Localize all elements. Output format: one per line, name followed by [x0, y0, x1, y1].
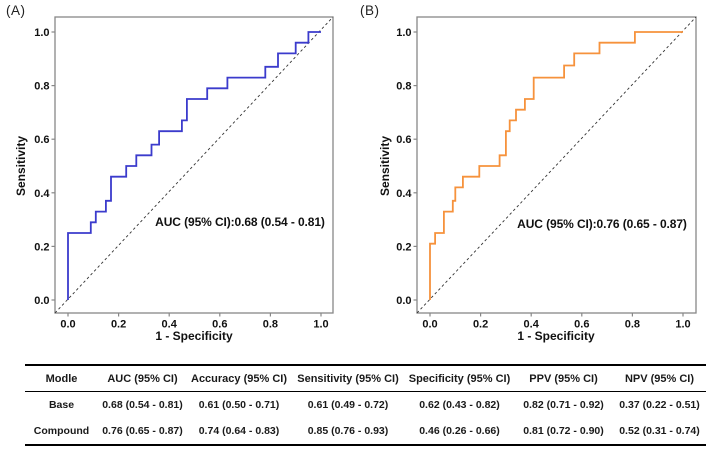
- x-tick-label: 0.2: [111, 319, 126, 331]
- x-tick-label: 1.0: [313, 319, 328, 331]
- header-ppv: PPV (95% CI): [529, 372, 598, 385]
- x-tick-label: 0.8: [263, 319, 278, 331]
- x-tick-label: 0.6: [212, 319, 227, 331]
- cell-sensitivity: 0.85 (0.76 - 0.93): [307, 425, 389, 437]
- cell-specificity: 0.46 (0.26 - 0.66): [419, 425, 500, 437]
- panel-b-label: (B): [360, 3, 380, 18]
- cell-model: Base: [48, 399, 75, 411]
- y-tick-label: 0.6: [396, 134, 411, 146]
- chance-diagonal: [416, 16, 697, 314]
- cell-auc: 0.68 (0.54 - 0.81): [102, 399, 183, 411]
- cell-specificity: 0.62 (0.43 - 0.82): [419, 399, 500, 411]
- x-tick-label: 0.0: [422, 319, 437, 331]
- y-tick-label: 0.0: [34, 295, 49, 307]
- panel-a-x-axis-title: 1 - Specificity: [155, 329, 233, 343]
- cell-sensitivity: 0.61 (0.49 - 0.72): [307, 399, 389, 411]
- table-row-compound: Compound 0.76 (0.65 - 0.87) 0.74 (0.64 -…: [25, 418, 706, 444]
- x-tick-label: 0.0: [60, 319, 75, 331]
- cell-npv: 0.37 (0.22 - 0.51): [619, 399, 700, 411]
- panel-a-y-axis-title: Sensitivity: [14, 135, 28, 197]
- x-tick-label: 0.6: [574, 319, 589, 331]
- header-accuracy: Accuracy (95% CI): [191, 372, 287, 385]
- y-tick-label: 1.0: [396, 27, 411, 39]
- panel-b-auc-annotation: AUC (95% CI):0.76 (0.65 - 0.87): [517, 217, 687, 231]
- cell-accuracy: 0.74 (0.64 - 0.83): [198, 425, 280, 437]
- x-tick-label: 0.4: [524, 319, 540, 331]
- x-tick-label: 0.4: [162, 319, 178, 331]
- header-specificity: Specificity (95% CI): [408, 372, 511, 385]
- y-tick-label: 0.6: [34, 134, 49, 146]
- cell-auc: 0.76 (0.65 - 0.87): [102, 425, 183, 437]
- chance-diagonal: [54, 16, 334, 314]
- cell-ppv: 0.82 (0.71 - 0.92): [523, 399, 604, 411]
- cell-accuracy: 0.61 (0.50 - 0.71): [198, 399, 280, 411]
- y-tick-label: 0.4: [396, 188, 412, 200]
- header-auc: AUC (95% CI): [107, 372, 178, 385]
- plot-box: [54, 16, 334, 314]
- panel-b-x-axis-title: 1 - Specificity: [517, 329, 595, 343]
- panel-a-auc-annotation: AUC (95% CI):0.68 (0.54 - 0.81): [155, 215, 325, 229]
- y-tick-label: 1.0: [34, 27, 49, 39]
- header-npv: NPV (95% CI): [624, 372, 695, 385]
- roc-curve: [67, 31, 321, 300]
- roc-curve: [429, 31, 683, 300]
- y-tick-label: 0.0: [396, 295, 411, 307]
- panel-b-y-axis-title: Sensitivity: [378, 135, 392, 197]
- x-tick-label: 0.8: [625, 319, 640, 331]
- roc-charts-canvas: 0.0 0.2 0.4 0.6 0.8 1.0 0.0 0.2 0.4 0.6 0.8 1.0 0.0 0…: [34, 16, 697, 331]
- y-tick-label: 0.4: [34, 188, 50, 200]
- table-row-base: Base 0.68 (0.54 - 0.81) 0.61 (0.50 - 0.7…: [25, 392, 706, 418]
- cell-model: Compound: [33, 425, 90, 437]
- panel-a-label: (A): [6, 3, 26, 18]
- y-tick-label: 0.2: [396, 241, 411, 253]
- header-sensitivity: Sensitivity (95% CI): [297, 372, 399, 385]
- y-tick-label: 0.2: [34, 241, 49, 253]
- metrics-table: Modle AUC (95% CI) Accuracy (95% CI) Sen…: [25, 364, 706, 446]
- metrics-table-header-row: Modle AUC (95% CI) Accuracy (95% CI) Sen…: [25, 366, 706, 392]
- x-tick-label: 0.2: [473, 319, 488, 331]
- cell-ppv: 0.81 (0.72 - 0.90): [523, 425, 604, 437]
- x-tick-label: 1.0: [675, 319, 690, 331]
- plot-box: [416, 16, 697, 314]
- y-tick-label: 0.8: [34, 81, 49, 93]
- y-tick-label: 0.8: [396, 81, 411, 93]
- cell-npv: 0.52 (0.31 - 0.74): [619, 425, 700, 437]
- header-model: Modle: [45, 372, 78, 385]
